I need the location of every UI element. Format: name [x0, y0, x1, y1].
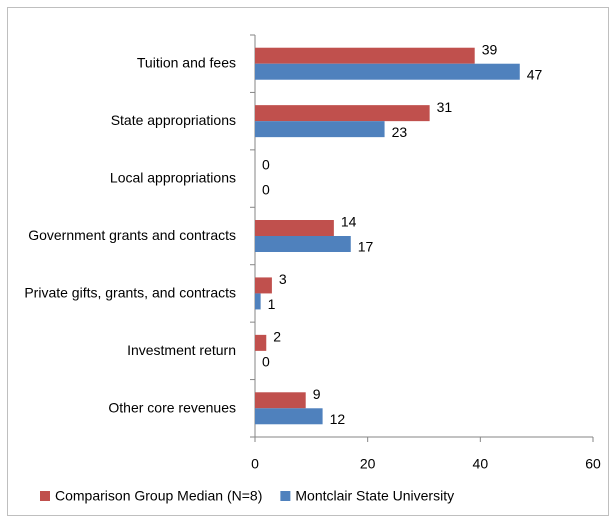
data-label: 9	[313, 386, 321, 402]
data-label: 31	[437, 99, 453, 115]
y-tick-label: Local appropriations	[110, 169, 236, 185]
data-label: 12	[330, 411, 346, 427]
data-label: 14	[341, 214, 357, 230]
data-label: 17	[358, 239, 374, 255]
data-label: 1	[268, 296, 276, 312]
data-label: 39	[482, 41, 498, 57]
data-label: 2	[273, 329, 281, 345]
bar	[255, 392, 306, 409]
legend-swatch	[280, 491, 291, 501]
data-label: 0	[262, 354, 270, 370]
x-tick-label: 40	[473, 456, 489, 472]
legend-label: Montclair State University	[295, 488, 454, 504]
x-tick-label: 0	[251, 456, 259, 472]
bar	[255, 334, 267, 351]
data-label: 3	[279, 271, 287, 287]
bar	[255, 121, 385, 138]
chart-frame	[7, 7, 609, 516]
x-tick-label: 60	[585, 456, 601, 472]
bar	[255, 236, 351, 252]
legend-label: Comparison Group Median (N=8)	[55, 488, 262, 504]
y-tick-label: Private gifts, grants, and contracts	[24, 284, 236, 300]
y-tick-label: Government grants and contracts	[28, 227, 236, 243]
bar	[255, 220, 334, 236]
y-tick-label: State appropriations	[111, 112, 236, 128]
bar	[255, 277, 272, 294]
data-label: 0	[262, 181, 270, 197]
x-tick-label: 20	[360, 456, 376, 472]
bar	[255, 408, 323, 425]
data-label: 0	[262, 156, 270, 172]
data-label: 23	[392, 124, 408, 140]
y-tick-label: Other core revenues	[108, 399, 236, 415]
y-tick-label: Investment return	[127, 342, 236, 358]
legend-swatch	[40, 491, 50, 501]
bar	[255, 63, 520, 80]
bar	[255, 47, 475, 64]
y-tick-label: Tuition and fees	[137, 54, 236, 70]
bar	[255, 105, 430, 122]
data-label: 47	[527, 66, 543, 82]
bar	[255, 293, 261, 310]
